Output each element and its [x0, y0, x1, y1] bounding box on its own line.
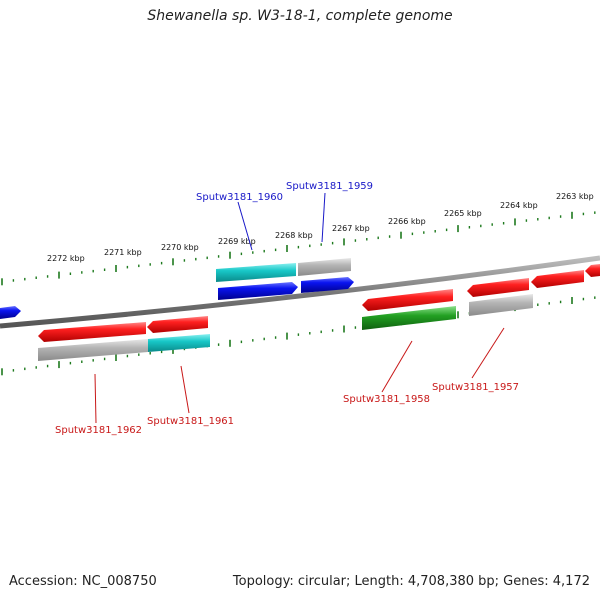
- leader-1958: [381, 340, 413, 393]
- gene-arrow-1962[interactable]: [38, 322, 146, 342]
- gene-labels: Sputw3181_1960 Sputw3181_1959 Sputw3181_…: [55, 181, 519, 436]
- genome-title: Shewanella sp. W3-18-1, complete genome: [147, 8, 453, 24]
- gray-feature-1959[interactable]: [298, 258, 351, 276]
- scale-label: 2269 kbp: [218, 237, 256, 246]
- scale-label: 2267 kbp: [332, 224, 370, 233]
- forward-strand-features: [0, 258, 354, 319]
- gene-arrow-1961[interactable]: [147, 316, 208, 333]
- gene-arrow-1960[interactable]: [218, 282, 298, 300]
- leader-1959: [321, 192, 326, 243]
- accession-text: Accession: NC_008750: [9, 574, 157, 589]
- leader-1962: [94, 373, 97, 424]
- leader-1961: [180, 365, 190, 414]
- gray-feature-1962[interactable]: [38, 339, 148, 361]
- gene-arrow-forward[interactable]: [0, 306, 21, 319]
- scale-label: 2265 kbp: [444, 209, 482, 218]
- scale-label: 2271 kbp: [104, 248, 142, 257]
- genome-summary-text: Topology: circular; Length: 4,708,380 bp…: [232, 574, 590, 589]
- scale-label: 2266 kbp: [388, 217, 426, 226]
- leader-1960: [237, 201, 253, 251]
- leader-1957: [471, 327, 505, 379]
- scale-label: 2268 kbp: [275, 231, 313, 240]
- gene-arrow-next-1[interactable]: [531, 270, 584, 288]
- upper-scale-ruler: [1, 211, 596, 286]
- gene-arrow-1958[interactable]: [362, 289, 453, 311]
- gene-label-1961[interactable]: Sputw3181_1961: [147, 416, 234, 427]
- gene-arrow-1959[interactable]: [301, 277, 354, 293]
- gene-label-1962[interactable]: Sputw3181_1962: [55, 425, 142, 436]
- cyan-feature-1960[interactable]: [216, 263, 296, 282]
- green-feature-1958[interactable]: [362, 306, 456, 330]
- gene-label-1960[interactable]: Sputw3181_1960: [196, 192, 283, 203]
- scale-label: 2270 kbp: [161, 243, 199, 252]
- gene-label-1959[interactable]: Sputw3181_1959: [286, 181, 373, 192]
- gene-arrow-next-2[interactable]: [585, 264, 600, 277]
- cyan-feature-1961[interactable]: [148, 334, 210, 352]
- reverse-strand-features: [38, 264, 600, 361]
- gray-feature-1957[interactable]: [469, 294, 533, 316]
- gene-arrow-1957[interactable]: [467, 278, 529, 297]
- scale-label: 2264 kbp: [500, 201, 538, 210]
- gene-label-1958[interactable]: Sputw3181_1958: [343, 394, 430, 405]
- gene-label-1957[interactable]: Sputw3181_1957: [432, 382, 519, 393]
- scale-labels: 2272 kbp 2271 kbp 2270 kbp 2269 kbp 2268…: [47, 192, 594, 263]
- scale-label: 2272 kbp: [47, 254, 85, 263]
- genome-backbone: [0, 255, 600, 329]
- label-leaders: [94, 192, 505, 424]
- scale-label: 2263 kbp: [556, 192, 594, 201]
